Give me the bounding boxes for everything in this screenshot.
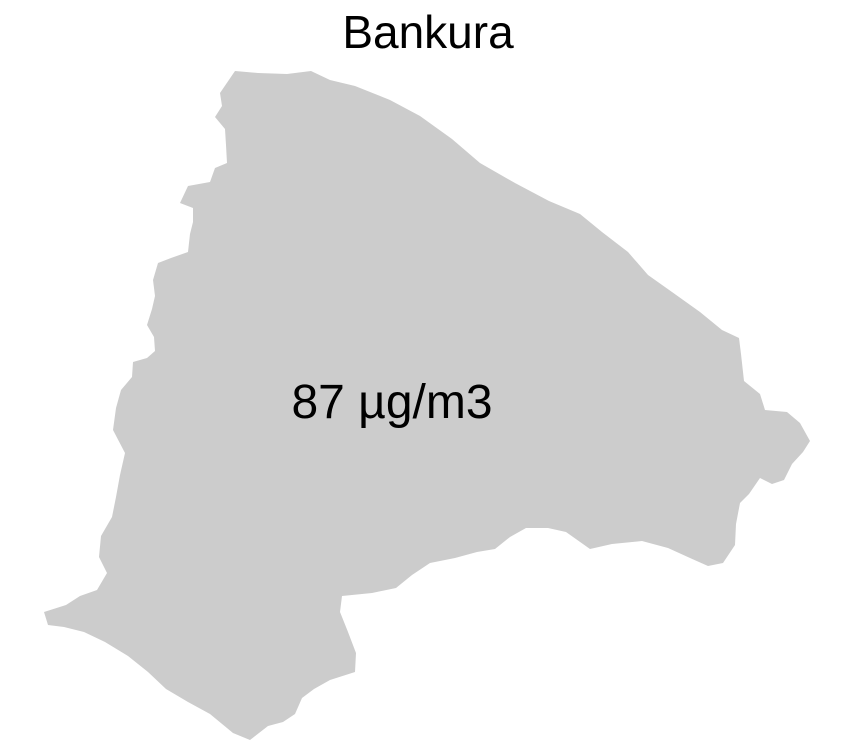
district-boundary-shape bbox=[44, 71, 810, 740]
region-value-label: 87 µg/m3 bbox=[291, 376, 493, 429]
map-title: Bankura bbox=[342, 6, 514, 58]
